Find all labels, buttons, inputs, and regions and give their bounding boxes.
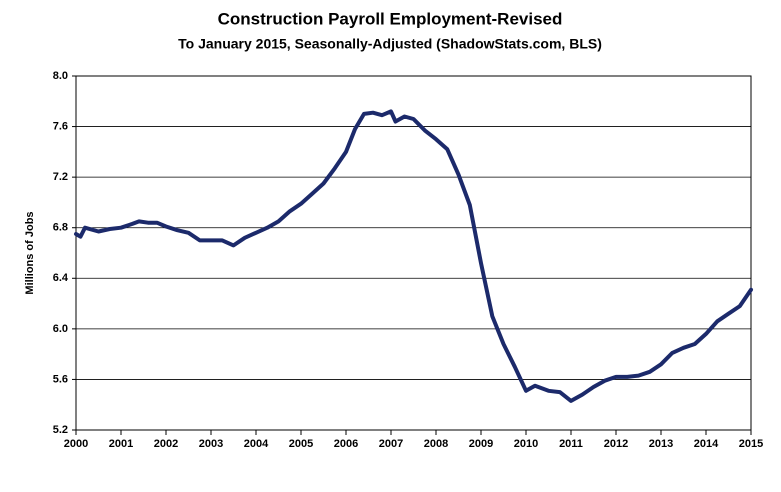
y-tick-label: 5.6 bbox=[53, 373, 68, 385]
y-tick-label: 6.8 bbox=[53, 222, 68, 234]
x-tick-label: 2015 bbox=[739, 438, 763, 450]
x-tick-label: 2012 bbox=[604, 438, 628, 450]
x-tick-label: 2001 bbox=[109, 438, 133, 450]
y-tick-label: 6.4 bbox=[53, 272, 69, 284]
y-tick-label: 7.6 bbox=[53, 120, 68, 132]
x-tick-label: 2002 bbox=[154, 438, 178, 450]
x-tick-label: 2006 bbox=[334, 438, 358, 450]
x-tick-label: 2009 bbox=[469, 438, 493, 450]
y-tick-label: 5.2 bbox=[53, 424, 68, 436]
chart-title: Construction Payroll Employment-Revised bbox=[218, 9, 563, 28]
plot-area bbox=[75, 75, 752, 431]
x-tick-label: 2004 bbox=[244, 438, 269, 450]
x-tick-label: 2013 bbox=[649, 438, 673, 450]
x-tick-label: 2010 bbox=[514, 438, 538, 450]
x-tick-label: 2007 bbox=[379, 438, 403, 450]
x-tick-label: 2003 bbox=[199, 438, 223, 450]
y-tick-label: 6.0 bbox=[53, 323, 68, 335]
data-line bbox=[74, 109, 753, 403]
x-tick-label: 2008 bbox=[424, 438, 448, 450]
x-tick-label: 2005 bbox=[289, 438, 313, 450]
y-tick-label: 7.2 bbox=[53, 171, 68, 183]
chart-subtitle: To January 2015, Seasonally-Adjusted (Sh… bbox=[178, 36, 602, 52]
x-tick-label: 2011 bbox=[559, 438, 583, 450]
y-tick-label: 8.0 bbox=[53, 70, 68, 82]
x-tick-label: 2014 bbox=[694, 438, 719, 450]
x-tick-label: 2000 bbox=[64, 438, 88, 450]
y-axis-label: Millions of Jobs bbox=[24, 211, 36, 294]
